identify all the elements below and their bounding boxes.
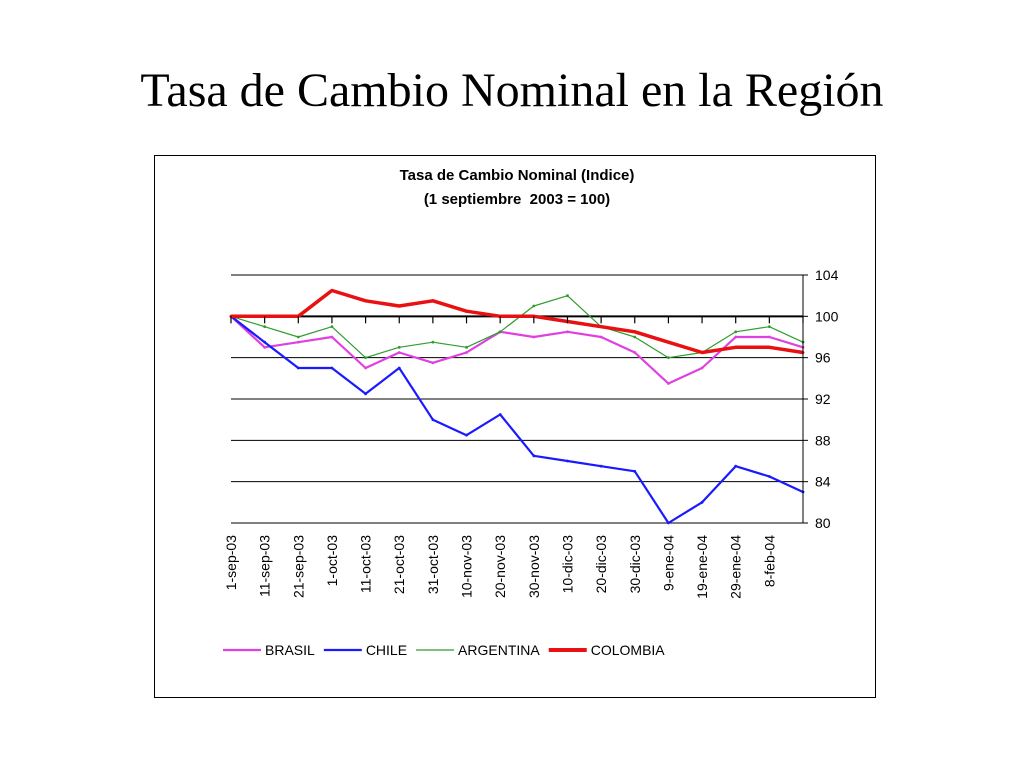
y-tick-label: 80 — [815, 515, 831, 531]
data-point — [532, 454, 536, 458]
series-line — [231, 288, 804, 355]
axes: 80 84 88 92 96 100 104 1-sep-03 11-sep-03 21-sep-… — [223, 267, 839, 599]
x-tick-label: 30-dic-03 — [627, 535, 643, 594]
x-tick-label: 9-ene-04 — [660, 535, 676, 591]
x-tick-label: 8-feb-04 — [761, 535, 777, 587]
data-point — [330, 335, 334, 339]
data-point — [667, 340, 670, 344]
data-point — [364, 299, 367, 303]
data-point — [330, 366, 334, 370]
data-point — [296, 340, 300, 344]
data-point — [767, 345, 771, 349]
x-tick-label: 29-ene-04 — [728, 535, 744, 599]
chart-frame: Tasa de Cambio Nominal (Indice) (1 septi… — [154, 155, 876, 698]
data-point — [700, 366, 704, 370]
data-point — [667, 382, 670, 385]
data-point — [767, 475, 771, 478]
data-point — [263, 340, 267, 344]
data-point — [599, 325, 603, 329]
data-point — [532, 304, 536, 308]
x-tick-label: 30-nov-03 — [526, 535, 542, 598]
slide-title: Tasa de Cambio Nominal en la Región — [140, 64, 884, 117]
legend-label: ARGENTINA — [458, 642, 540, 658]
y-tick-label: 92 — [815, 391, 831, 407]
x-tick-label: 11-sep-03 — [257, 535, 273, 597]
data-point — [734, 464, 738, 468]
x-tick-label: 19-ene-04 — [694, 535, 710, 599]
chart-subtitle: (1 septiembre 2003 = 100) — [424, 191, 610, 208]
data-point — [599, 464, 603, 468]
data-point — [566, 330, 569, 334]
data-point — [431, 340, 435, 344]
x-tick-label: 11-oct-03 — [358, 535, 374, 593]
data-point — [767, 335, 771, 339]
data-point — [498, 413, 502, 416]
data-point — [532, 335, 536, 339]
legend-label: CHILE — [366, 642, 407, 658]
x-tick-label: 1-sep-03 — [223, 535, 239, 590]
data-point — [330, 289, 334, 292]
x-tick-label: 10-nov-03 — [459, 535, 475, 598]
y-tick-label: 88 — [815, 432, 831, 448]
data-point — [263, 325, 267, 329]
data-point — [734, 335, 738, 339]
x-tick-label: 21-oct-03 — [391, 535, 407, 594]
legend: BRASIL CHILE ARGENTINA COLOMBIA — [223, 642, 665, 658]
data-point — [633, 351, 637, 354]
x-tick-label: 20-nov-03 — [492, 535, 508, 598]
x-tick-label: 1-oct-03 — [324, 535, 340, 587]
x-tick-label: 10-dic-03 — [559, 535, 575, 594]
data-point — [465, 433, 468, 437]
data-point — [364, 366, 367, 370]
data-point — [364, 392, 367, 396]
series-line — [230, 295, 804, 359]
data-point — [667, 356, 670, 360]
data-point — [700, 351, 704, 354]
series-lines — [229, 288, 805, 525]
data-point — [599, 335, 603, 339]
data-point — [566, 459, 569, 463]
data-point — [263, 345, 267, 349]
data-point — [633, 469, 637, 473]
data-point — [566, 294, 569, 298]
legend-label: COLOMBIA — [591, 642, 666, 658]
data-point — [364, 356, 367, 360]
data-point — [465, 309, 468, 313]
y-tick-label: 96 — [815, 350, 831, 366]
data-point — [397, 351, 401, 354]
y-tick-label: 84 — [815, 474, 831, 490]
data-point — [431, 299, 435, 303]
data-point — [397, 366, 401, 370]
data-point — [296, 366, 300, 370]
data-point — [700, 500, 704, 504]
data-point — [498, 330, 502, 334]
data-point — [734, 345, 738, 349]
legend-label: BRASIL — [265, 642, 315, 658]
data-point — [431, 418, 435, 422]
data-point — [397, 345, 401, 349]
data-point — [465, 345, 468, 349]
data-point — [397, 304, 401, 308]
data-point — [667, 521, 670, 525]
data-point — [296, 335, 300, 339]
line-chart: Tasa de Cambio Nominal (Indice) (1 septi… — [223, 167, 839, 658]
data-point — [633, 335, 637, 339]
series-line — [230, 315, 804, 385]
x-tick-label: 21-sep-03 — [290, 535, 306, 598]
data-point — [330, 325, 334, 329]
data-point — [431, 361, 435, 365]
data-point — [767, 325, 771, 329]
x-tick-label: 20-dic-03 — [593, 535, 609, 594]
data-point — [734, 330, 738, 334]
x-tick-label: 31-oct-03 — [425, 535, 441, 594]
chart-title: Tasa de Cambio Nominal (Indice) — [400, 167, 635, 184]
series-line — [230, 315, 804, 525]
y-tick-label: 104 — [815, 267, 839, 283]
y-tick-label: 100 — [815, 308, 839, 324]
data-point — [633, 330, 637, 334]
data-point — [465, 351, 468, 354]
